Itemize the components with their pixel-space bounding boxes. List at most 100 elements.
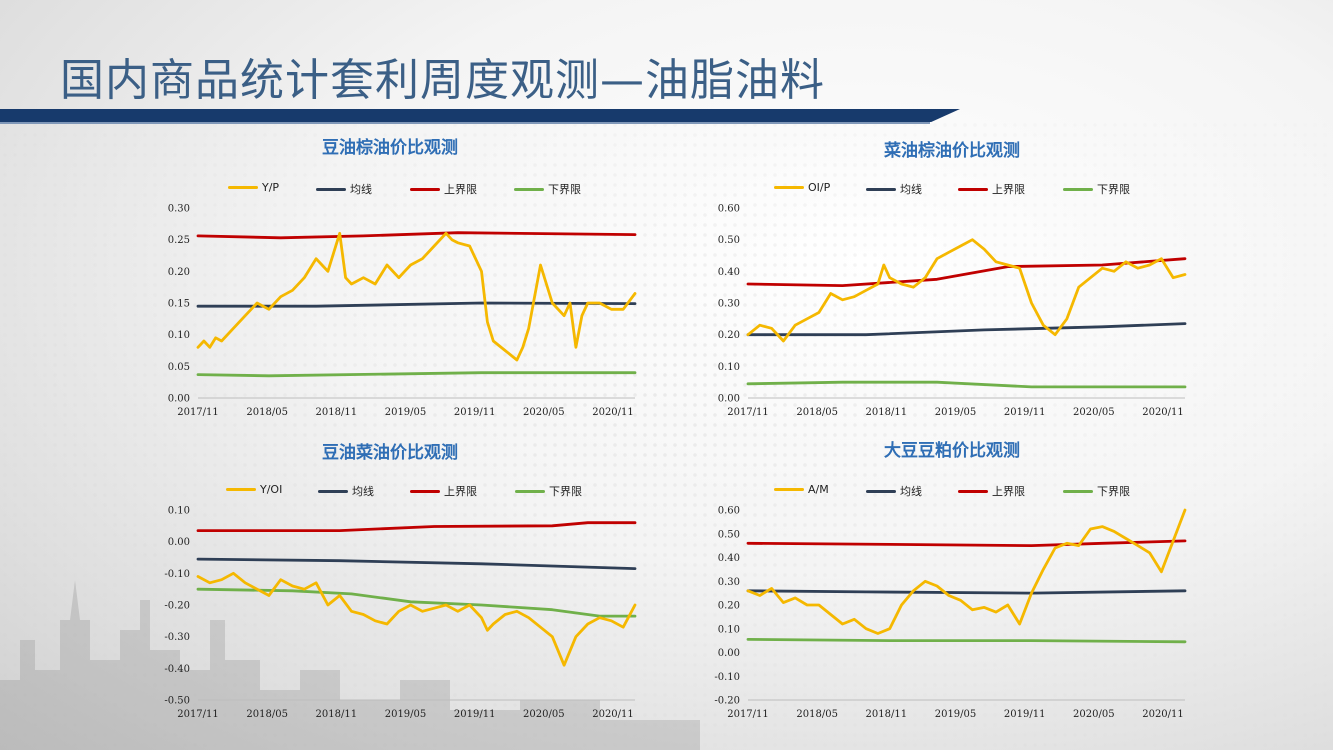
series-line-ratio: [746, 508, 1187, 635]
x-tick-label: 2020/11: [592, 407, 634, 418]
legend-label-mean: 均线: [350, 183, 372, 196]
y-tick-label: 0.15: [168, 299, 190, 310]
chart-plot-soy-rapeseed: 0.10 0.00 -0.10 -0.20 -0.30 -0.40 -0.50 2017/11…: [164, 506, 637, 720]
y-tick-label: 0.20: [168, 267, 190, 278]
legend-item-lower: 下界限: [515, 483, 582, 499]
series-line-ratio: [746, 238, 1187, 343]
legend-label-upper: 上界限: [992, 485, 1025, 498]
legend-item-upper: 上界限: [410, 483, 477, 499]
x-tick-label: 2020/05: [523, 407, 565, 418]
y-tick-label: -0.30: [164, 632, 190, 643]
legend-item-mean: 均线: [866, 181, 922, 197]
series-line-lower: [746, 638, 1187, 644]
legend-item-ratio: A/M: [774, 483, 829, 496]
y-tick-label: 0.40: [718, 267, 740, 278]
series-line-lower: [196, 587, 637, 618]
series-line-ratio: [196, 231, 637, 362]
y-tick-label: -0.20: [164, 601, 190, 612]
legend-label-lower: 下界限: [548, 183, 581, 196]
legend-item-mean: 均线: [316, 181, 372, 197]
y-tick-label: 0.00: [718, 648, 740, 659]
legend-label-ratio: Y/P: [262, 181, 280, 194]
title-underline-bar: [0, 109, 960, 122]
legend-item-mean: 均线: [318, 483, 374, 499]
city-skyline-graphic: [0, 580, 700, 750]
background-dot-pattern: [0, 120, 1333, 750]
legend-item-lower: 下界限: [514, 181, 581, 197]
x-tick-label: 2017/11: [177, 709, 219, 720]
x-tick-label: 2019/11: [1004, 407, 1046, 418]
legend-item-ratio: OI/P: [774, 181, 830, 194]
y-tick-label: -0.10: [164, 569, 190, 580]
y-tick-label: 0.10: [718, 624, 740, 635]
x-tick-label: 2020/11: [1142, 407, 1184, 418]
x-tick-label: 2020/05: [1073, 709, 1115, 720]
legend-label-mean: 均线: [900, 183, 922, 196]
legend-label-upper: 上界限: [444, 485, 477, 498]
y-tick-label: 0.30: [168, 204, 190, 215]
series-line-ratio: [196, 571, 637, 667]
y-tick-label: 0.30: [718, 299, 740, 310]
legend-item-upper: 上界限: [958, 483, 1025, 499]
y-tick-label: 0.60: [718, 506, 740, 517]
x-tick-label: 2019/11: [454, 407, 496, 418]
x-tick-label: 2018/11: [866, 709, 908, 720]
y-tick-label: 0.05: [168, 362, 190, 373]
legend-item-lower: 下界限: [1063, 483, 1130, 499]
y-tick-label: 0.00: [168, 537, 190, 548]
y-tick-label: 0.25: [168, 235, 190, 246]
x-tick-label: 2018/05: [796, 709, 838, 720]
y-tick-label: 0.20: [718, 601, 740, 612]
series-line-upper: [196, 521, 637, 532]
series-line-upper: [196, 231, 637, 240]
series-line-mean: [746, 322, 1187, 337]
series-line-lower: [746, 380, 1187, 389]
legend-item-upper: 上界限: [958, 181, 1025, 197]
x-tick-label: 2018/05: [246, 407, 288, 418]
x-tick-label: 2019/05: [935, 709, 977, 720]
legend-label-ratio: Y/OI: [260, 483, 283, 496]
chart-plot-soybean-meal: 0.60 0.50 0.40 0.30 0.20 0.10 0.00 -0.10 -0.20 20…: [714, 506, 1187, 720]
chart-plot-soy-palm: 0.30 0.25 0.20 0.15 0.10 0.05 0.00 2017/11 2018/…: [168, 204, 637, 418]
legend-label-upper: 上界限: [992, 183, 1025, 196]
x-tick-label: 2019/11: [454, 709, 496, 720]
x-tick-label: 2020/11: [1142, 709, 1184, 720]
x-tick-label: 2017/11: [727, 407, 769, 418]
chart-title: 豆油菜油价比观测: [322, 443, 458, 463]
y-tick-label: -0.50: [164, 696, 190, 707]
y-tick-label: 0.50: [718, 235, 740, 246]
chart-title: 菜油棕油价比观测: [884, 141, 1020, 161]
chart-title: 豆油棕油价比观测: [322, 138, 458, 158]
legend-label-lower: 下界限: [1097, 183, 1130, 196]
y-tick-label: 0.60: [718, 204, 740, 215]
series-line-mean: [746, 589, 1187, 595]
y-tick-label: 0.10: [718, 362, 740, 373]
y-tick-label: 0.50: [718, 529, 740, 540]
title-underline-accent: [0, 122, 930, 124]
y-tick-label: -0.20: [714, 696, 740, 707]
x-tick-label: 2020/11: [592, 709, 634, 720]
y-tick-label: 0.40: [718, 553, 740, 564]
legend-item-upper: 上界限: [410, 181, 477, 197]
y-tick-label: 0.00: [718, 394, 740, 405]
x-tick-label: 2017/11: [727, 709, 769, 720]
x-tick-label: 2018/05: [246, 709, 288, 720]
chart-title: 大豆豆粕价比观测: [884, 441, 1020, 461]
x-tick-label: 2019/05: [385, 709, 427, 720]
legend-label-ratio: A/M: [808, 483, 829, 496]
legend-item-ratio: Y/OI: [226, 483, 282, 496]
y-tick-label: -0.10: [714, 672, 740, 683]
y-tick-label: 0.20: [718, 330, 740, 341]
x-tick-label: 2019/11: [1004, 709, 1046, 720]
y-tick-label: 0.10: [168, 330, 190, 341]
legend-label-mean: 均线: [352, 485, 374, 498]
x-tick-label: 2020/05: [1073, 407, 1115, 418]
x-tick-label: 2018/11: [866, 407, 908, 418]
y-tick-label: 0.30: [718, 577, 740, 588]
x-tick-label: 2017/11: [177, 407, 219, 418]
x-tick-label: 2018/11: [316, 407, 358, 418]
x-tick-label: 2019/05: [935, 407, 977, 418]
series-line-lower: [196, 371, 637, 378]
series-line-upper: [746, 257, 1187, 287]
y-tick-label: 0.10: [168, 506, 190, 517]
